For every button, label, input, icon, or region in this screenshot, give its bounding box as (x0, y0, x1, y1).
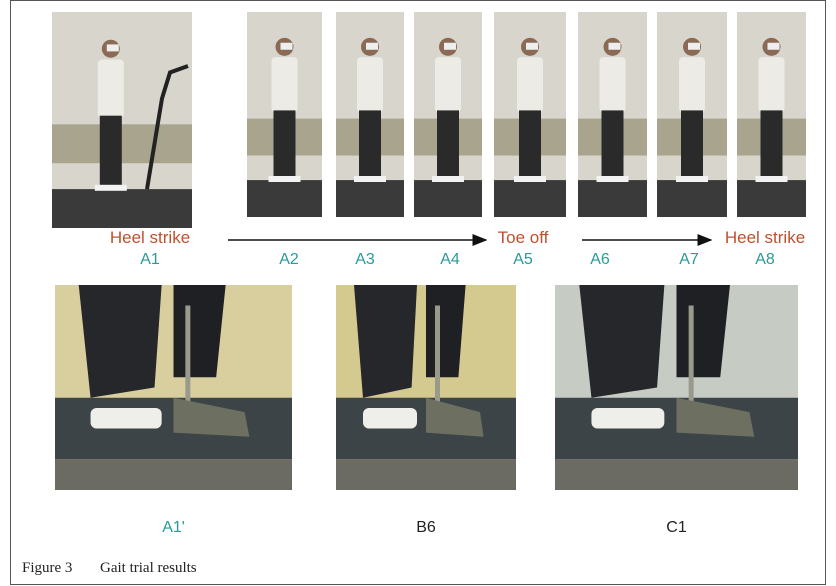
face-blur (768, 43, 780, 50)
shoes (432, 176, 464, 182)
shoe (91, 408, 162, 429)
detail-label: C1 (666, 519, 687, 536)
detail-photo (336, 285, 516, 490)
shirt (272, 57, 298, 112)
legs (100, 116, 122, 189)
photo (737, 12, 806, 217)
shirt (517, 57, 543, 112)
frame-label: A2 (279, 251, 299, 268)
shoes (514, 176, 546, 182)
figure: Figure 3 Gait trial results Heel strike A… (0, 0, 836, 586)
shoe (591, 408, 664, 429)
brace-bar (185, 306, 190, 409)
photo-floor (247, 180, 322, 217)
photo-floor (414, 180, 482, 217)
shoes (95, 185, 127, 191)
treadmill-base (336, 459, 516, 490)
shoes (269, 176, 301, 182)
shoes (676, 176, 708, 182)
frame-label: A8 (755, 251, 775, 268)
frame-label: A5 (513, 251, 533, 268)
caption-title: Gait trial results (100, 560, 197, 576)
frame-label: A3 (355, 251, 375, 268)
legs (681, 110, 703, 180)
photo-floor (52, 189, 192, 228)
phase-label: Heel strike (110, 228, 190, 247)
caption-number: Figure 3 (22, 560, 72, 576)
photo (414, 12, 482, 217)
legs (274, 110, 296, 180)
frame-label: A6 (590, 251, 610, 268)
photo-floor (578, 180, 647, 217)
photo-floor (657, 180, 727, 217)
shirt (98, 60, 124, 118)
brace-bar (435, 306, 440, 409)
photo (578, 12, 647, 217)
frame-label: A4 (440, 251, 460, 268)
frame-label: A1 (140, 251, 160, 268)
brace-bar (689, 306, 694, 409)
pant-leg (354, 285, 417, 398)
phase-label: Heel strike (725, 228, 805, 247)
photo-baseboard (52, 124, 192, 163)
face-blur (688, 43, 700, 50)
face-blur (107, 44, 119, 51)
legs (761, 110, 783, 180)
photo-floor (737, 180, 806, 217)
photo (247, 12, 322, 217)
photo-floor (336, 180, 404, 217)
detail-photo (55, 285, 292, 490)
legs (602, 110, 624, 180)
face-blur (526, 43, 538, 50)
legs (437, 110, 459, 180)
shirt (679, 57, 705, 112)
pant-leg (579, 285, 664, 398)
phase-label: Toe off (498, 228, 549, 247)
detail-label: A1' (162, 519, 185, 536)
photo-floor (494, 180, 566, 217)
shoes (597, 176, 629, 182)
shirt (759, 57, 785, 112)
face-blur (366, 43, 378, 50)
pant-leg (79, 285, 162, 398)
shirt (357, 57, 383, 112)
face-blur (444, 43, 456, 50)
detail-photo (555, 285, 798, 490)
photo (336, 12, 404, 217)
face-blur (609, 43, 621, 50)
legs (519, 110, 541, 180)
photo (494, 12, 566, 217)
shirt (435, 57, 461, 112)
shoes (756, 176, 788, 182)
photo (657, 12, 727, 217)
legs (359, 110, 381, 180)
shoe (363, 408, 417, 429)
treadmill-base (555, 459, 798, 490)
frame-label: A7 (679, 251, 699, 268)
photo (52, 12, 192, 228)
shoes (354, 176, 386, 182)
treadmill-base (55, 459, 292, 490)
face-blur (281, 43, 293, 50)
detail-label: B6 (416, 519, 436, 536)
shirt (600, 57, 626, 112)
